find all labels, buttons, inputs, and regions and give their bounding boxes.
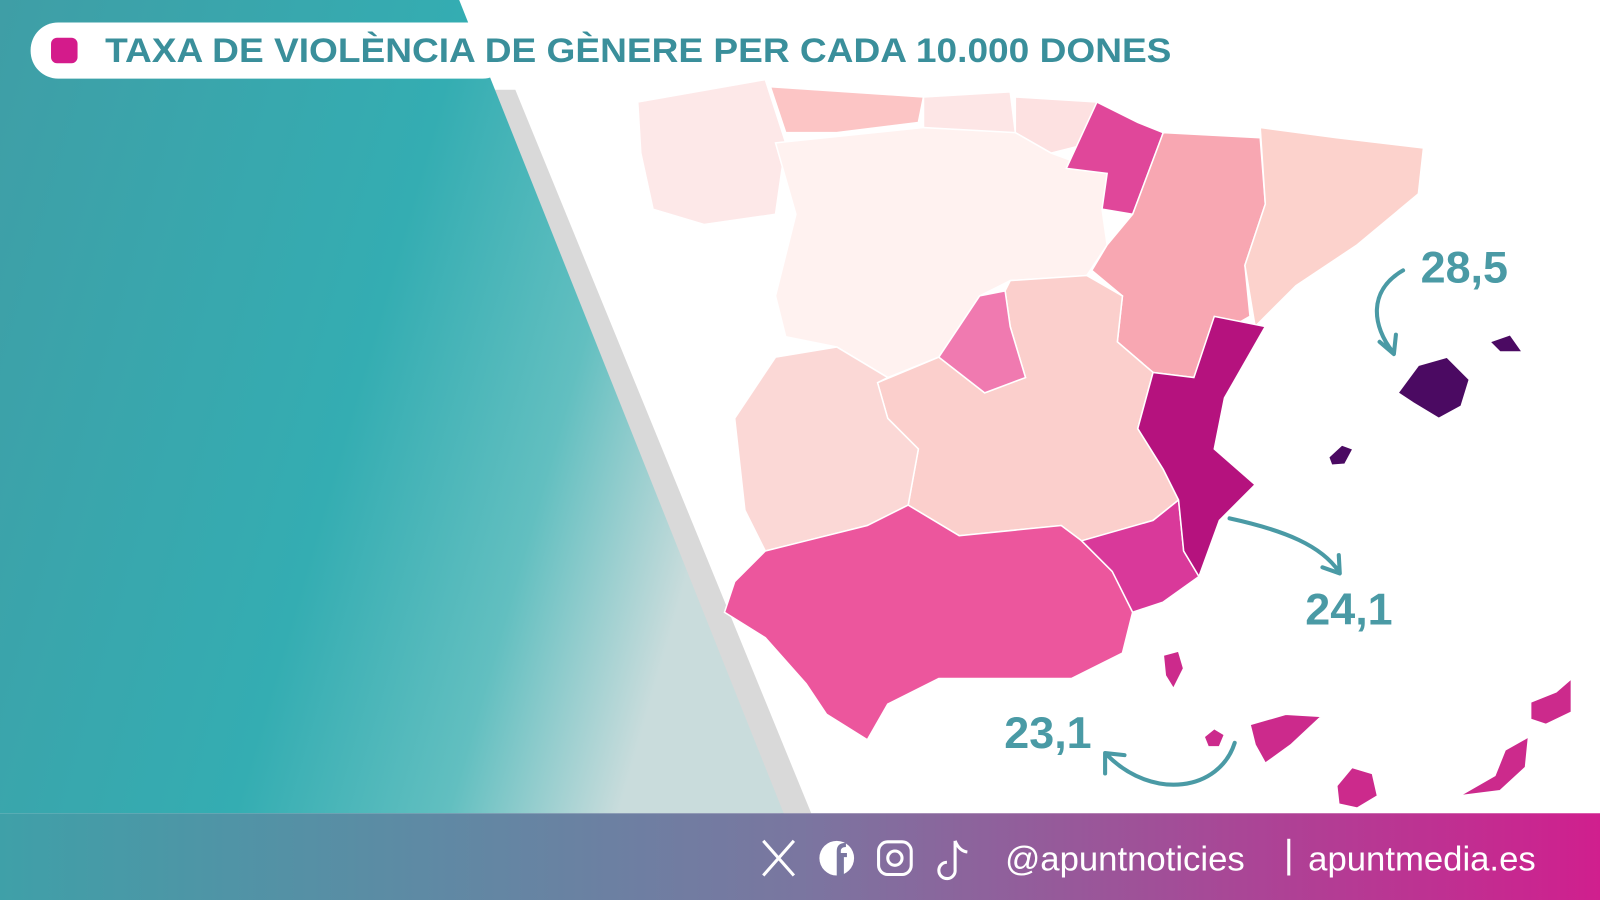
island: [1327, 444, 1355, 467]
social-icons: [762, 839, 968, 881]
island: [1162, 650, 1185, 691]
annotation-label: 24,1: [1305, 583, 1392, 634]
region: [1014, 96, 1098, 154]
footer-handle[interactable]: @apuntnoticies: [1005, 840, 1245, 878]
x-icon[interactable]: [762, 839, 796, 877]
region: [636, 78, 787, 226]
island: [1396, 356, 1471, 420]
region: [1136, 315, 1267, 579]
island: [1488, 333, 1524, 353]
island: [1249, 713, 1324, 765]
arrow: [1374, 268, 1406, 357]
tiktok-icon[interactable]: [937, 840, 968, 881]
region: [769, 85, 925, 134]
map: [636, 78, 1573, 809]
footer-website[interactable]: apuntmedia.es: [1308, 840, 1536, 878]
island: [1203, 727, 1226, 748]
title: TAXA DE VIOLÈNCIA DE GÈNERE PER CADA 10.…: [105, 30, 1171, 70]
arrow: [1227, 516, 1342, 576]
island: [1529, 676, 1573, 726]
region: [1244, 126, 1425, 329]
title-icon: [51, 37, 78, 64]
region: [723, 504, 1134, 741]
island: [1458, 735, 1530, 797]
panel-shadow: [489, 89, 812, 814]
region: [937, 289, 1027, 394]
footer-bar: [0, 813, 1600, 900]
annotation-label: 28,5: [1421, 242, 1508, 293]
instagram-icon[interactable]: [877, 840, 913, 877]
facebook-icon[interactable]: [819, 840, 855, 876]
arrow: [1103, 740, 1237, 787]
title-pill: [30, 22, 511, 79]
island: [1335, 766, 1379, 809]
annotation-label: 23,1: [1004, 707, 1091, 758]
side-panel: [0, 0, 784, 814]
